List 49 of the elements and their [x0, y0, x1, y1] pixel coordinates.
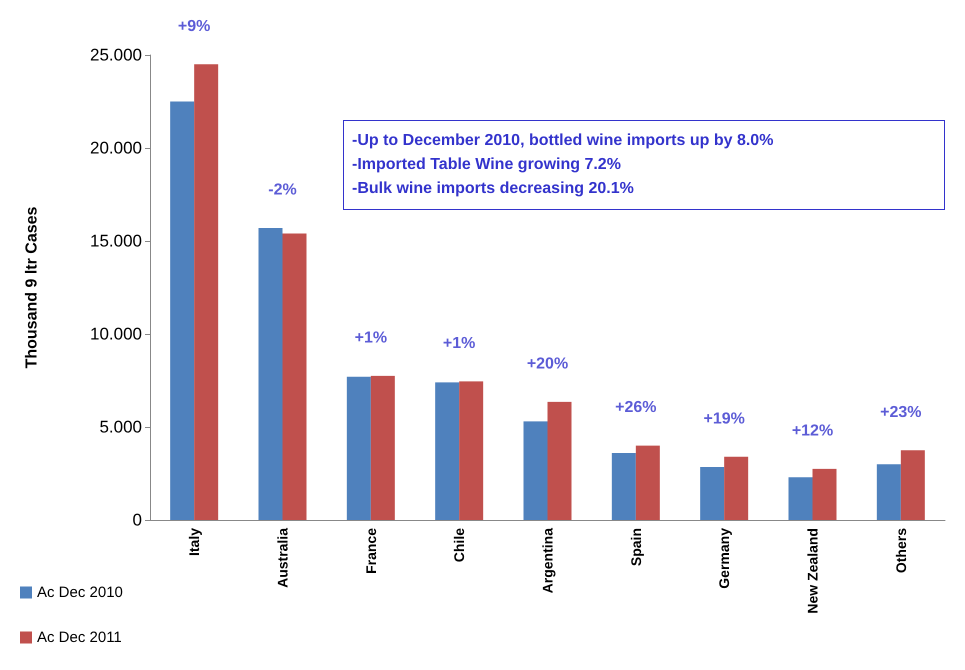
bar	[612, 453, 636, 520]
y-tick-label: 20.000	[90, 138, 142, 158]
x-tick-label: Argentina	[540, 528, 556, 594]
annotation: -Bulk wine imports decreasing 20.1%	[352, 179, 635, 199]
bar	[636, 446, 660, 520]
bar	[282, 234, 306, 520]
bar	[170, 102, 194, 520]
x-tick-label: Spain	[628, 528, 644, 566]
y-tick-label: 0	[132, 510, 142, 530]
bar	[459, 381, 484, 520]
x-tick-label: Australia	[274, 528, 290, 588]
bar	[876, 464, 901, 520]
x-tick-label: Chile	[451, 528, 468, 562]
bar	[700, 466, 724, 520]
annotation: -2%	[268, 181, 297, 198]
annotation: -Up to December 2010, bottled wine imports up by 8.0%	[352, 131, 774, 151]
bar	[435, 382, 460, 520]
bar	[724, 456, 748, 520]
y-tick-label: 25.000	[90, 46, 142, 64]
annotation: +1%	[442, 334, 476, 352]
x-tick-label: Others	[892, 528, 909, 574]
annotation: +23%	[880, 404, 922, 421]
annotation: +12%	[792, 422, 834, 440]
legend-label: Ac Dec 2011	[37, 629, 122, 646]
annotation: +9%	[178, 18, 210, 35]
x-tick-label: Germany	[716, 528, 732, 589]
annotation: +26%	[615, 399, 657, 416]
y-tick-label: 10.000	[90, 324, 142, 344]
bar	[812, 468, 836, 520]
bar	[194, 64, 218, 520]
bar	[370, 376, 395, 520]
x-tick-label: Italy	[186, 528, 202, 556]
annotation: +19%	[703, 410, 745, 428]
y-tick-label: 5.000	[99, 418, 142, 436]
annotation: +1%	[354, 329, 388, 346]
bar	[524, 421, 548, 520]
note-box: -Up to December 2010, bottled wine imports up by 8.0% -Imported Table Wine growing 7.2% -Bulk wine imports decreasing 20.1%	[343, 120, 945, 210]
annotation: -Imported Table Wine growing 7.2%	[352, 155, 622, 175]
bar	[258, 228, 282, 520]
x-tick-label: New Zealand	[804, 528, 820, 614]
annotation: +20%	[526, 355, 568, 372]
y-tick-label: 15.000	[90, 232, 142, 250]
bar	[788, 477, 812, 520]
bar	[346, 376, 371, 520]
y-axis-title: Thousand 9 ltr Cases	[24, 206, 40, 368]
legend-label: Ac Dec 2010	[37, 584, 123, 601]
bar	[900, 450, 925, 520]
x-tick-label: France	[362, 528, 379, 574]
bar	[548, 402, 572, 520]
